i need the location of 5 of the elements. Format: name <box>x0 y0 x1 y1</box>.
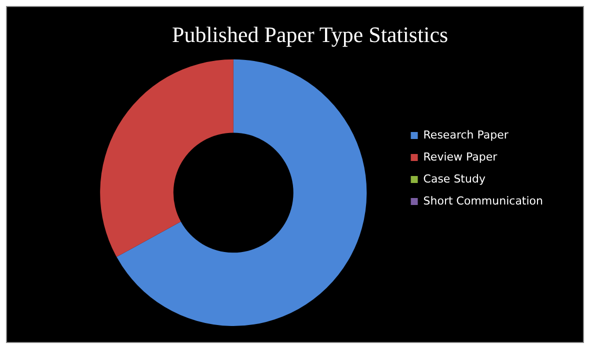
legend-label: Short Communication <box>423 194 544 208</box>
legend-label: Review Paper <box>423 150 498 164</box>
legend-label: Research Paper <box>423 128 509 142</box>
chart-title: Published Paper Type Statistics <box>172 22 448 47</box>
legend-label: Case Study <box>423 172 486 186</box>
